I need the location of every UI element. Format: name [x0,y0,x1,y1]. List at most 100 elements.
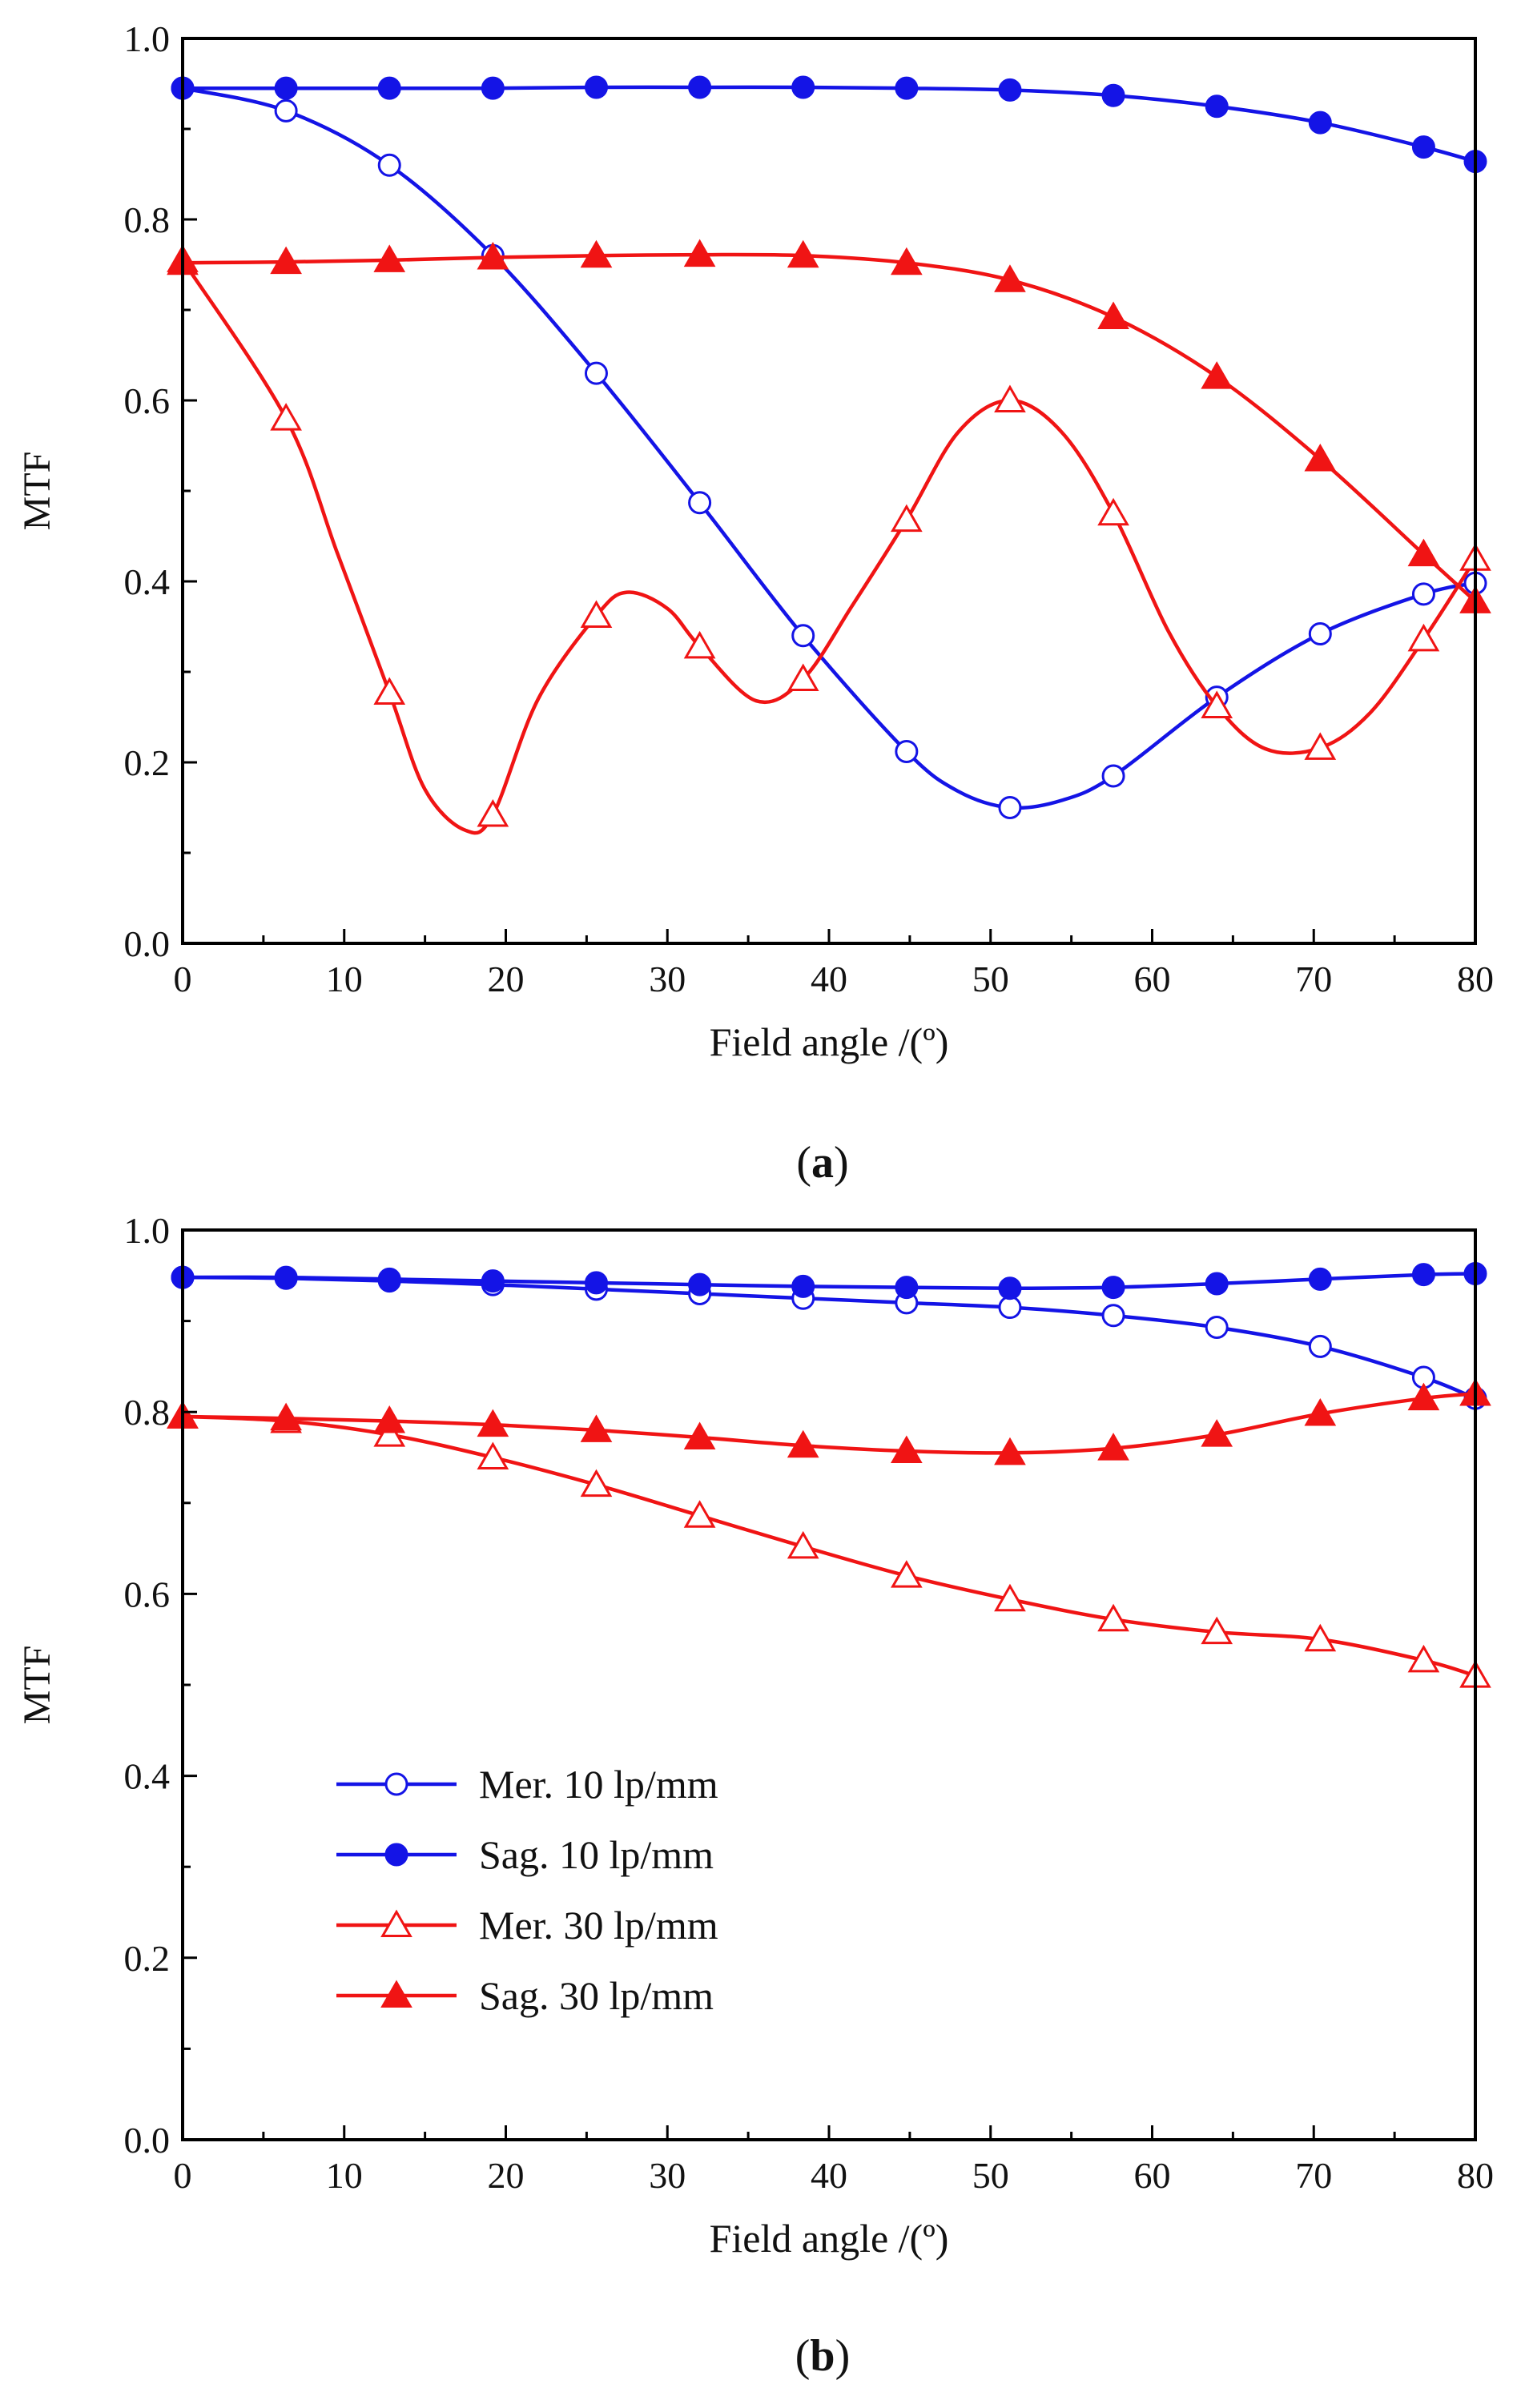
series-b-4 [167,1377,1491,1465]
data-point-a-4-7 [787,239,819,268]
data-point-a-2-13 [1411,135,1435,159]
x-axis-label-b: Field angle /(º) [710,2216,949,2261]
data-point-b-2-13 [1411,1263,1435,1287]
data-point-a-3-3 [373,677,406,705]
x-tick-label-b-4: 40 [811,2155,847,2196]
x-tick-label-a-8: 80 [1457,959,1494,999]
data-point-b-2-11 [1205,1272,1229,1296]
legend-item-1: Mer. 10 lp/mm [336,1762,718,1807]
panel-label-a: (a) [796,1138,848,1188]
x-tick-label-a-0: 0 [174,959,192,999]
legend-label-3: Mer. 30 lp/mm [479,1903,718,1948]
data-point-b-3-7 [787,1530,819,1559]
data-point-b-4-9 [994,1437,1026,1465]
legend-label-2: Sag. 10 lp/mm [479,1832,714,1877]
data-point-b-2-5 [584,1271,608,1295]
data-point-b-4-3 [373,1405,406,1433]
ticks-layer-a: 0 10 20 30 40 50 60 70 80 0.0 0.2 0.4 0.6 0.8 1.0 [124,18,1495,999]
data-point-a-2-12 [1308,111,1332,135]
data-point-b-1-9 [998,1296,1022,1320]
data-point-a-2-8 [895,76,919,100]
data-point-a-4-5 [580,239,613,268]
legend-item-2: Sag. 10 lp/mm [336,1832,714,1877]
data-point-b-2-3 [377,1267,401,1291]
data-point-b-1-12 [1308,1334,1332,1358]
y-tick-label-a-5: 1.0 [124,18,171,59]
data-point-b-4-7 [787,1429,819,1458]
data-point-a-3-2 [270,403,302,431]
data-point-b-1-11 [1205,1316,1229,1340]
data-point-a-3-8 [890,504,923,533]
data-point-b-3-9 [994,1583,1026,1612]
x-tick-label-a-5: 50 [972,959,1009,999]
data-point-a-4-8 [890,247,923,275]
y-tick-label-b-0: 0.0 [124,2120,171,2161]
legend-item-4: Sag. 30 lp/mm [336,1973,714,2018]
series-a-2 [171,75,1487,174]
legend-marker-4 [380,1980,412,2008]
data-point-a-2-10 [1101,83,1125,107]
x-tick-label-a-2: 20 [488,959,525,999]
data-point-b-4-12 [1304,1397,1337,1426]
series-line-a-1 [180,86,1478,810]
data-point-a-1-3 [377,153,401,177]
data-point-b-2-2 [274,1265,298,1289]
panel-letter-a: a [811,1138,834,1188]
y-tick-label-b-1: 0.2 [124,1938,171,1979]
data-point-a-2-6 [688,75,712,99]
data-point-a-4-4 [477,241,509,270]
data-point-a-1-9 [998,796,1022,819]
x-tick-label-a-1: 10 [326,959,363,999]
data-point-b-3-6 [683,1500,716,1528]
data-point-a-2-11 [1205,94,1229,119]
data-point-a-1-8 [895,739,919,763]
data-point-a-1-6 [688,491,712,515]
legend-b: Mer. 10 lp/mm Sag. 10 lp/mm Mer. 30 lp/mm S… [336,1762,718,2018]
data-point-a-2-3 [377,76,401,100]
data-point-b-4-8 [890,1435,923,1464]
legend-marker-1 [384,1772,408,1796]
x-tick-label-b-3: 30 [649,2155,686,2196]
legend-marker-2 [384,1843,408,1867]
data-point-b-1-10 [1101,1304,1125,1328]
series-layer-a [167,75,1491,835]
data-point-a-3-4 [477,799,509,827]
x-axis-label-a: Field angle /(º) [710,1019,949,1064]
y-tick-label-a-1: 0.2 [124,742,171,783]
chart-panel-a: 0 10 20 30 40 50 60 70 800.00.20.40.60.81.0 MTF … [16,18,1494,1188]
data-point-b-3-13 [1407,1644,1440,1673]
data-point-a-3-11 [1201,690,1233,718]
data-point-a-4-9 [994,264,1026,292]
x-tick-label-b-7: 70 [1295,2155,1332,2196]
panel-label-b: (b) [795,2331,850,2381]
data-point-a-3-10 [1097,497,1129,526]
data-point-b-3-3 [373,1419,406,1447]
data-point-b-2-6 [688,1272,712,1296]
ticks-layer-b: 0 10 20 30 40 50 60 70 80 0.0 0.2 0.4 0.6 0.8 1.0 [124,1210,1495,2196]
data-point-a-2-7 [791,75,815,99]
data-point-a-1-10 [1101,764,1125,788]
series-layer-b [167,1262,1491,1688]
x-tick-label-b-5: 50 [972,2155,1009,2196]
series-line-a-4 [180,252,1478,604]
data-point-b-3-10 [1097,1603,1129,1632]
data-point-b-3-4 [477,1441,509,1469]
chart-panel-b: 0 10 20 30 40 50 60 70 800.00.20.40.60.81.0 MTF … [16,1210,1494,2381]
x-tick-label-b-8: 80 [1457,2155,1494,2196]
data-point-a-2-5 [584,75,608,99]
data-point-b-4-6 [683,1421,716,1450]
legend-label-4: Sag. 30 lp/mm [479,1973,714,2018]
data-point-a-4-13 [1407,538,1440,567]
data-point-a-3-7 [787,663,819,692]
x-tick-label-b-6: 60 [1134,2155,1171,2196]
x-tick-label-a-4: 40 [811,959,847,999]
y-tick-label-b-4: 0.8 [124,1392,171,1433]
data-point-a-2-9 [998,78,1022,102]
data-point-a-4-6 [683,239,716,267]
data-point-b-4-11 [1201,1419,1233,1447]
data-point-b-2-8 [895,1276,919,1300]
data-point-a-1-5 [584,361,608,385]
y-tick-label-a-3: 0.6 [124,380,171,421]
